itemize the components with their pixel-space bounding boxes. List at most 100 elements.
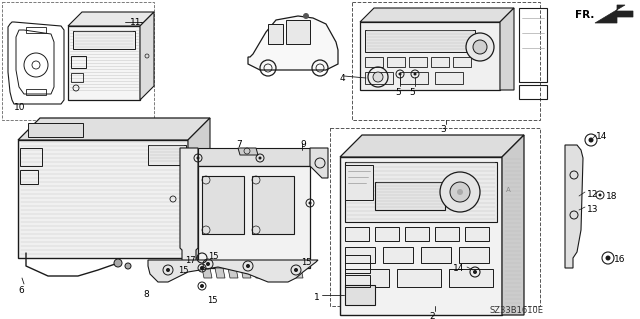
Text: 18: 18	[606, 192, 618, 201]
Bar	[400, 72, 428, 84]
Bar	[202, 176, 244, 234]
Bar	[365, 57, 383, 67]
Circle shape	[399, 72, 401, 76]
Bar	[68, 26, 140, 100]
Circle shape	[598, 194, 602, 197]
Bar	[71, 56, 86, 68]
Bar	[387, 57, 405, 67]
Bar	[345, 227, 369, 241]
Text: 15: 15	[207, 296, 218, 305]
Circle shape	[294, 268, 298, 272]
Text: 14: 14	[596, 132, 607, 141]
Bar	[365, 30, 475, 52]
Polygon shape	[68, 12, 154, 26]
Polygon shape	[202, 268, 212, 278]
Text: 7: 7	[236, 140, 242, 149]
Bar	[375, 182, 445, 210]
Bar	[453, 57, 471, 67]
Polygon shape	[140, 12, 154, 100]
Circle shape	[450, 182, 470, 202]
Bar	[345, 269, 389, 287]
Bar	[73, 31, 135, 49]
Circle shape	[605, 256, 611, 261]
Bar	[405, 227, 429, 241]
Polygon shape	[198, 148, 310, 166]
Bar	[71, 73, 83, 82]
Polygon shape	[238, 148, 258, 155]
Circle shape	[440, 172, 480, 212]
Polygon shape	[280, 268, 290, 278]
Bar	[252, 176, 294, 234]
Polygon shape	[228, 268, 238, 278]
Circle shape	[589, 137, 593, 143]
Text: 10: 10	[14, 103, 26, 112]
Polygon shape	[148, 260, 318, 282]
Bar	[459, 247, 489, 263]
Text: 6: 6	[18, 286, 24, 295]
Circle shape	[206, 262, 210, 266]
Text: 16: 16	[614, 255, 625, 264]
Circle shape	[259, 157, 262, 160]
Bar	[465, 227, 489, 241]
Bar	[18, 140, 188, 258]
Circle shape	[308, 202, 312, 204]
Circle shape	[373, 72, 383, 82]
Bar	[397, 269, 441, 287]
Bar	[345, 165, 373, 200]
Text: 5: 5	[395, 88, 401, 97]
Bar	[345, 275, 370, 287]
Text: 15: 15	[301, 258, 312, 267]
Bar	[365, 72, 393, 84]
Circle shape	[166, 268, 170, 272]
Bar	[431, 57, 449, 67]
Bar	[360, 22, 500, 90]
Bar	[421, 247, 451, 263]
Text: 13: 13	[587, 205, 598, 214]
Bar	[330, 128, 540, 306]
Circle shape	[303, 13, 309, 19]
Polygon shape	[248, 16, 338, 70]
Circle shape	[466, 33, 494, 61]
Text: 17: 17	[185, 256, 196, 265]
Bar	[28, 123, 83, 137]
Bar	[345, 162, 497, 222]
Bar	[435, 227, 459, 241]
Text: 15: 15	[178, 266, 189, 275]
Text: 14: 14	[453, 264, 465, 273]
Circle shape	[125, 263, 131, 269]
Bar	[2, 2, 154, 120]
Polygon shape	[215, 268, 225, 278]
Bar	[449, 269, 493, 287]
Circle shape	[196, 157, 200, 160]
Circle shape	[473, 40, 487, 54]
Bar	[519, 8, 547, 82]
Circle shape	[200, 266, 204, 270]
Polygon shape	[293, 268, 303, 278]
Polygon shape	[286, 20, 310, 44]
Polygon shape	[267, 268, 277, 278]
Text: 3: 3	[440, 125, 446, 134]
Polygon shape	[340, 135, 524, 157]
Bar	[148, 145, 186, 165]
Bar	[435, 72, 463, 84]
Text: 8: 8	[143, 290, 148, 299]
Bar	[375, 227, 399, 241]
Polygon shape	[180, 148, 198, 268]
Circle shape	[413, 72, 417, 76]
Text: SZ33B1610E: SZ33B1610E	[490, 306, 544, 315]
Circle shape	[473, 270, 477, 274]
Bar	[340, 157, 502, 315]
Text: 4: 4	[340, 74, 346, 83]
Polygon shape	[360, 8, 514, 22]
Bar	[409, 57, 427, 67]
Bar	[352, 2, 540, 120]
Text: 1: 1	[314, 293, 320, 302]
Polygon shape	[268, 24, 283, 44]
Circle shape	[457, 189, 463, 195]
Text: 9: 9	[300, 140, 306, 149]
Bar	[383, 247, 413, 263]
Text: FR.: FR.	[575, 10, 595, 20]
Bar	[26, 89, 46, 95]
Bar	[345, 285, 375, 305]
Text: 2: 2	[429, 312, 435, 319]
